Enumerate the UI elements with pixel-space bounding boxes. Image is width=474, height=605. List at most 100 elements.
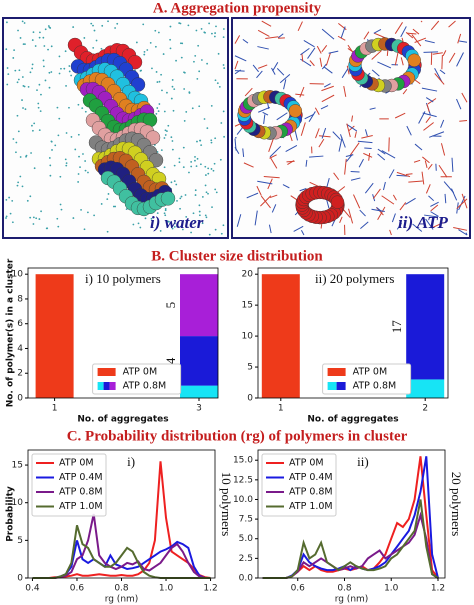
solvent-dot <box>171 227 174 230</box>
data-label: 17 <box>389 320 404 334</box>
atp-stick <box>300 47 310 56</box>
solvent-dot <box>84 110 87 113</box>
atp-stick <box>319 57 323 67</box>
solvent-dot <box>42 36 45 39</box>
atp-stick <box>332 131 341 140</box>
atp-stick <box>360 221 369 229</box>
legend-swatch <box>336 382 346 390</box>
atp-stick <box>305 159 308 167</box>
solvent-dot <box>38 83 41 86</box>
atp-stick <box>338 137 343 152</box>
atp-stick <box>432 52 443 55</box>
solvent-dot <box>211 206 213 209</box>
y-tick-label: 5 <box>17 536 23 546</box>
atp-stick <box>444 193 447 204</box>
solvent-dot <box>179 42 182 45</box>
solvent-dot <box>38 129 41 132</box>
section-title: C. Probability distribution (rg) of poly… <box>67 428 408 444</box>
atp-stick <box>321 127 327 139</box>
solvent-dot <box>22 43 25 46</box>
solvent-dot <box>205 191 208 194</box>
solvent-dot <box>14 69 17 72</box>
legend-swatch <box>327 368 346 376</box>
solvent-dot <box>137 222 140 225</box>
solvent-dot <box>44 79 47 82</box>
solvent-dot <box>157 110 160 113</box>
atp-stick <box>428 195 435 202</box>
solvent-dot <box>207 192 209 195</box>
atp-stick <box>277 33 284 39</box>
solvent-dot <box>172 109 175 112</box>
solvent-dot <box>19 37 22 39</box>
atp-stick <box>346 123 351 138</box>
y-tick-label: 5 <box>247 363 253 373</box>
solvent-dot <box>87 171 89 174</box>
solvent-dot <box>48 157 51 159</box>
solvent-dot <box>150 217 153 220</box>
solvent-dot <box>65 85 67 87</box>
x-axis-label: No. of aggregates <box>307 415 398 425</box>
solvent-dot <box>56 106 59 109</box>
atp-stick <box>348 125 355 132</box>
solvent-dot <box>23 22 26 24</box>
atp-stick <box>261 20 272 27</box>
x-tick-label: 2 <box>422 404 428 414</box>
solvent-dot <box>45 227 48 230</box>
atp-stick <box>423 122 434 131</box>
y-tick-label: 15 <box>242 301 253 311</box>
solvent-dot <box>210 168 213 170</box>
atp-stick <box>391 213 396 223</box>
solvent-dot <box>47 48 49 51</box>
solvent-dot <box>21 185 24 188</box>
solvent-dot <box>43 45 46 47</box>
solvent-dot <box>58 55 61 58</box>
solvent-dot <box>164 214 167 217</box>
polymer-bead <box>288 104 303 118</box>
atp-stick <box>420 20 423 23</box>
solvent-dot <box>164 134 167 136</box>
atp-stick <box>321 94 335 103</box>
solvent-dot <box>63 67 66 70</box>
solvent-dot <box>204 174 207 176</box>
atp-stick <box>429 131 445 138</box>
solvent-dot <box>35 217 38 220</box>
atp-stick <box>438 164 448 178</box>
solvent-dot <box>6 83 9 86</box>
solvent-dot <box>92 46 95 49</box>
solvent-dot <box>188 92 191 94</box>
solvent-dot <box>149 41 152 44</box>
data-label: 5 <box>163 302 178 309</box>
solvent-dot <box>25 155 27 158</box>
solvent-dot <box>32 129 34 132</box>
solvent-dot <box>156 81 159 83</box>
atp-stick <box>323 66 333 74</box>
solvent-dot <box>171 85 174 88</box>
atp-stick <box>283 79 287 90</box>
atp-stick <box>394 22 403 34</box>
solvent-dot <box>64 158 67 161</box>
solvent-dot <box>135 41 138 44</box>
atp-stick <box>242 38 249 44</box>
solvent-dot <box>158 103 161 105</box>
solvent-dot <box>72 26 75 28</box>
solvent-dot <box>214 137 217 140</box>
legend-label: ATP 1.0M <box>59 501 103 512</box>
solvent-dot <box>183 71 185 74</box>
solvent-dot <box>160 73 163 76</box>
solvent-dot <box>188 171 190 174</box>
legend-swatch <box>327 382 337 390</box>
solvent-dot <box>179 197 182 200</box>
atp-stick <box>364 147 372 150</box>
atp-stick <box>459 120 468 122</box>
solvent-dot <box>180 195 183 198</box>
atp-stick <box>456 52 464 67</box>
solvent-dot <box>208 22 211 25</box>
solvent-dot <box>158 80 161 83</box>
x-tick-label: 1.0 <box>384 584 399 594</box>
solvent-dot <box>216 82 219 85</box>
solvent-dot <box>48 71 51 74</box>
chart-subtitle: i) <box>127 454 135 469</box>
atp-stick <box>321 44 328 53</box>
atp-stick <box>453 227 468 231</box>
solvent-dot <box>39 31 41 34</box>
